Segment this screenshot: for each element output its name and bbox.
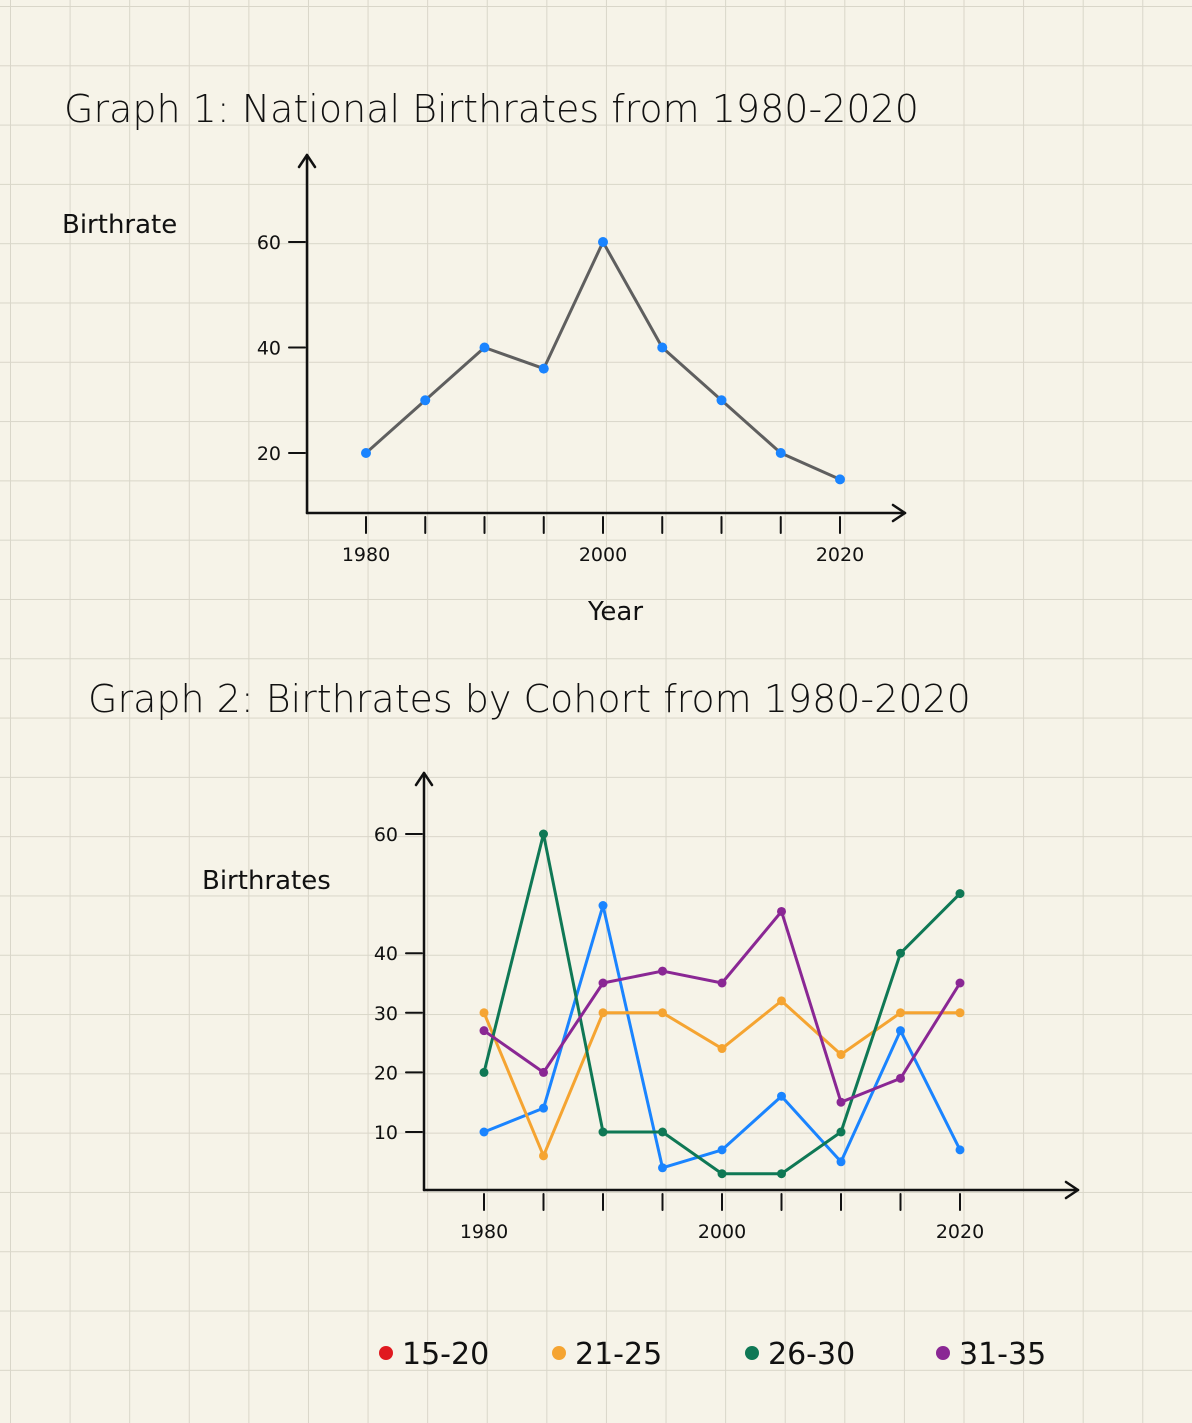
data-point [777,1091,786,1101]
x-tick-label: 1980 [342,544,390,566]
data-point [717,978,727,988]
graph-2-axes [414,771,1080,1200]
data-point [658,966,667,976]
data-point [479,1127,489,1137]
data-point [657,342,668,353]
data-point [598,1127,608,1137]
graph-2-y-axis-label: Birthrates [202,866,331,896]
legend-marker [552,1346,566,1360]
legend-label: 26-30 [768,1337,855,1372]
data-point [955,1008,965,1018]
data-point [479,1008,489,1018]
graph-1: Graph 1: National Birthrates from 1980-2… [62,87,919,627]
series-line [482,909,962,1104]
legend-marker [745,1346,759,1360]
data-point [598,1008,608,1018]
data-point [420,395,431,406]
graph-1-x-axis-label: Year [587,597,643,627]
data-point [539,829,548,839]
graph-2-ticks: 1980 2000 2020 10 20 30 40 60 [374,824,984,1243]
data-point [836,1157,846,1167]
data-point [955,889,965,899]
data-point [658,1163,667,1173]
y-axis-arrowhead [297,153,317,169]
data-point [836,1097,846,1107]
graph-2: Graph 2: Birthrates by Cohort from 1980-… [88,677,1080,1372]
x-axis-arrowhead [891,503,907,523]
data-point [658,1008,667,1018]
graph-1-axes [297,153,907,523]
legend-label: 15-20 [402,1337,489,1372]
graph-1-y-axis-label: Birthrate [62,210,177,240]
data-point [716,395,727,406]
data-point [717,1044,727,1054]
y-tick-label: 30 [374,1003,398,1025]
data-point [598,978,608,988]
graph-1-series [361,237,845,485]
x-tick-label: 2000 [698,1221,746,1243]
graph-1-title: Graph 1: National Birthrates from 1980-2… [64,87,919,131]
legend-label: 31-35 [959,1337,1046,1372]
graph-2-series [479,829,965,1179]
data-point [955,1145,965,1155]
data-point [538,363,549,374]
x-tick-label: 2020 [816,544,864,566]
y-tick-label: 40 [374,943,398,965]
data-point [835,474,845,485]
data-point [896,1073,905,1083]
data-point [361,448,371,458]
y-tick-label: 10 [374,1122,398,1144]
y-tick-label: 40 [257,338,281,360]
y-tick-label: 60 [257,232,281,254]
x-axis-arrowhead [1064,1180,1080,1200]
legend-label: 21-25 [575,1337,662,1372]
data-point [836,1050,846,1060]
legend-marker [379,1346,393,1360]
data-point [896,1026,905,1036]
y-tick-label: 20 [374,1062,398,1084]
graph-2-title: Graph 2: Birthrates by Cohort from 1980-… [88,677,971,721]
y-axis-arrowhead [414,771,434,787]
data-point [717,1169,727,1179]
data-point [479,1026,489,1036]
x-tick-label: 2000 [579,544,627,566]
graph-2-legend: 15-20 21-25 26-30 31-35 [379,1337,1046,1372]
series-line [482,832,962,1176]
x-tick-label: 1980 [460,1221,508,1243]
x-tick-label: 2020 [936,1221,984,1243]
data-point [896,1008,905,1018]
y-tick-label: 60 [374,824,398,846]
data-point [598,901,608,911]
data-point [658,1127,667,1137]
data-point [539,1067,548,1077]
data-point [777,996,786,1006]
data-point [717,1145,727,1155]
legend-marker [936,1346,950,1360]
data-point [479,1067,489,1077]
data-point [479,342,490,353]
data-point [955,978,965,988]
data-point [836,1127,846,1137]
data-point [598,237,608,247]
data-point [896,948,905,958]
series-line [482,999,962,1158]
y-tick-label: 20 [257,443,281,465]
data-point [539,1151,548,1161]
data-point [777,906,786,916]
data-point [539,1103,548,1113]
data-point [775,448,786,458]
data-point [777,1169,786,1179]
series-line [364,240,842,481]
